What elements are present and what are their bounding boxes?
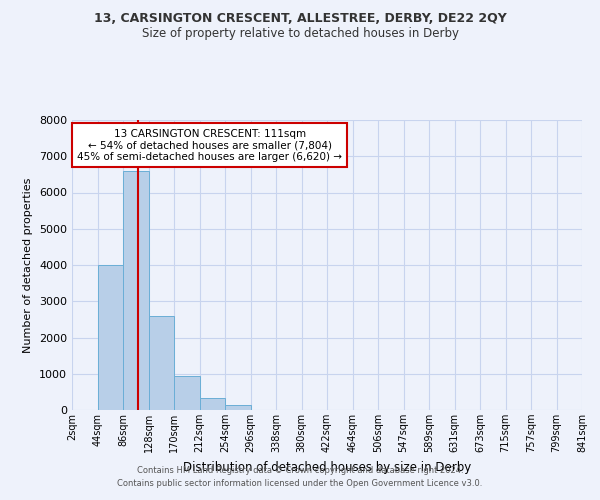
- Y-axis label: Number of detached properties: Number of detached properties: [23, 178, 34, 352]
- Bar: [199, 398, 225, 410]
- Text: 13 CARSINGTON CRESCENT: 111sqm
← 54% of detached houses are smaller (7,804)
45% : 13 CARSINGTON CRESCENT: 111sqm ← 54% of …: [77, 128, 342, 162]
- Bar: [225, 406, 251, 410]
- Text: Contains HM Land Registry data © Crown copyright and database right 2024.
Contai: Contains HM Land Registry data © Crown c…: [118, 466, 482, 487]
- Bar: [97, 265, 123, 410]
- Bar: [174, 376, 199, 410]
- Bar: [149, 316, 174, 410]
- Text: Size of property relative to detached houses in Derby: Size of property relative to detached ho…: [142, 28, 458, 40]
- X-axis label: Distribution of detached houses by size in Derby: Distribution of detached houses by size …: [183, 460, 471, 473]
- Bar: [123, 171, 149, 410]
- Text: 13, CARSINGTON CRESCENT, ALLESTREE, DERBY, DE22 2QY: 13, CARSINGTON CRESCENT, ALLESTREE, DERB…: [94, 12, 506, 26]
